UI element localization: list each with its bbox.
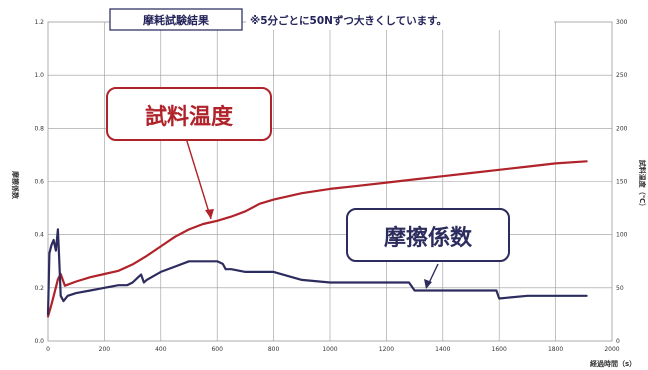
y-axis-right-label: 試料温度（℃） bbox=[638, 160, 647, 210]
x-axis-label: 経過時間（s） bbox=[590, 359, 636, 368]
temperature-callout-pointer bbox=[185, 137, 212, 220]
x-tick-label: 1000 bbox=[322, 346, 337, 353]
y-axis-right-ticks: 0 50 100 150 200 250 300 bbox=[616, 19, 628, 345]
temperature-callout-box bbox=[106, 87, 272, 141]
title-box-text: 摩耗試験結果 bbox=[143, 13, 209, 27]
y-left-tick-label: 1.0 bbox=[34, 72, 44, 79]
y-left-tick-label: 0.6 bbox=[34, 179, 44, 186]
title-note-text: ※5分ごとに50Nずつ大きくしています。 bbox=[250, 14, 447, 27]
y-right-tick-label: 0 bbox=[616, 338, 620, 345]
y-right-tick-label: 300 bbox=[616, 19, 628, 26]
y-left-tick-label: 0.4 bbox=[34, 232, 44, 239]
y-right-tick-label: 150 bbox=[616, 179, 628, 186]
x-tick-label: 1800 bbox=[548, 346, 563, 353]
y-left-tick-label: 0.2 bbox=[34, 285, 44, 292]
x-tick-label: 1400 bbox=[435, 346, 450, 353]
friction-callout-text: 摩擦係数 bbox=[384, 225, 473, 251]
x-tick-label: 200 bbox=[99, 346, 111, 353]
y-right-tick-label: 50 bbox=[616, 285, 624, 292]
title-box-frame bbox=[109, 8, 243, 31]
friction-callout-arrowhead bbox=[424, 279, 432, 289]
y-left-tick-label: 0.0 bbox=[34, 338, 44, 345]
friction-series-line bbox=[46, 228, 588, 316]
y-right-tick-label: 100 bbox=[616, 232, 628, 239]
y-right-tick-label: 250 bbox=[616, 72, 628, 79]
x-tick-label: 400 bbox=[155, 346, 167, 353]
y-left-tick-label: 1.2 bbox=[34, 19, 44, 26]
x-tick-label: 1200 bbox=[379, 346, 394, 353]
y-right-tick-label: 200 bbox=[616, 125, 628, 132]
series-layer bbox=[46, 160, 588, 318]
x-tick-label: 2000 bbox=[604, 346, 619, 353]
temperature-callout-arrowhead bbox=[205, 209, 214, 219]
x-tick-label: 0 bbox=[46, 346, 50, 353]
y-axis-left-ticks: 0.0 0.2 0.4 0.6 0.8 1.0 1.2 bbox=[34, 19, 44, 345]
y-left-tick-label: 0.8 bbox=[34, 125, 44, 132]
temperature-series-line bbox=[46, 160, 588, 318]
x-tick-label: 1600 bbox=[492, 346, 507, 353]
x-axis-ticks: 0 200 400 600 800 1000 1200 1400 1600 1800 2000 bbox=[46, 346, 620, 353]
friction-callout-box bbox=[346, 208, 510, 262]
temperature-callout-text: 試料温度 bbox=[145, 104, 234, 130]
x-tick-label: 800 bbox=[268, 346, 280, 353]
y-axis-left-label: 摩擦係数 bbox=[11, 170, 20, 200]
title-note-bg bbox=[246, 10, 554, 30]
x-tick-label: 600 bbox=[211, 346, 223, 353]
